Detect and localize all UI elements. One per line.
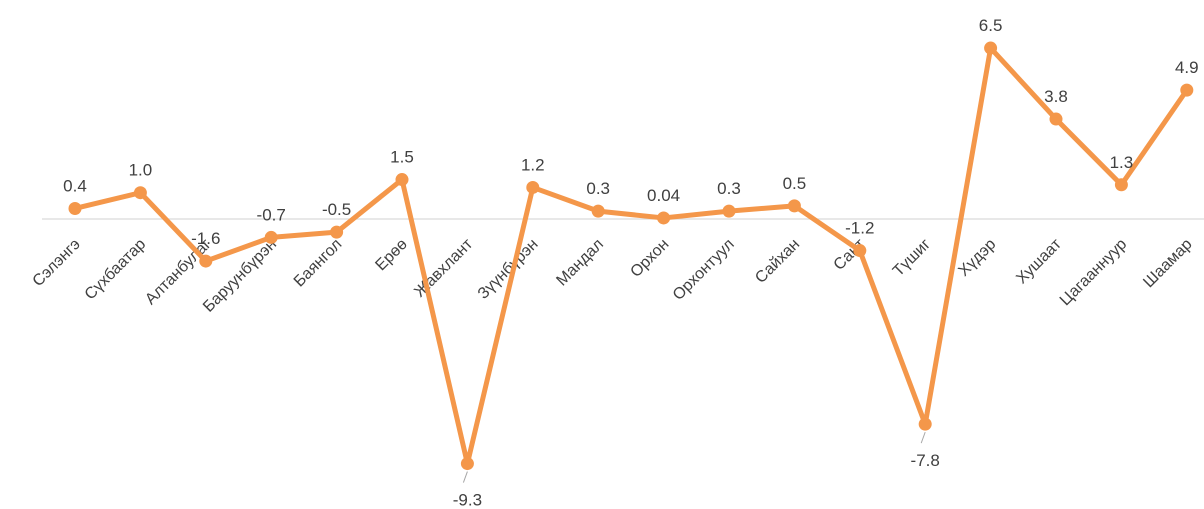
data-markers bbox=[68, 41, 1194, 471]
x-tick-label: Ерөө bbox=[372, 236, 411, 275]
data-label: 3.8 bbox=[1044, 87, 1068, 106]
data-label: -0.7 bbox=[257, 205, 286, 224]
x-tick-label: Сайхан bbox=[752, 236, 803, 287]
data-point bbox=[460, 457, 474, 471]
data-label: -1.6 bbox=[191, 229, 220, 248]
data-point bbox=[787, 199, 801, 213]
data-label: 6.5 bbox=[979, 16, 1003, 35]
x-tick-label: Сүхбаатар bbox=[82, 236, 150, 304]
x-tick-label: Шаамар bbox=[1140, 236, 1195, 291]
x-tick-label: Түшиг bbox=[890, 236, 934, 280]
data-point bbox=[984, 41, 998, 55]
data-label: 1.2 bbox=[521, 155, 545, 174]
data-point bbox=[918, 417, 932, 431]
data-label: -9.3 bbox=[453, 491, 482, 509]
data-point bbox=[330, 225, 344, 239]
x-tick-label: Орхонтуул bbox=[670, 236, 738, 304]
x-tick-label: Мандал bbox=[553, 236, 607, 290]
series-line bbox=[72, 45, 1190, 467]
x-tick-label: Сэлэнгэ bbox=[30, 236, 84, 290]
data-label: -0.5 bbox=[322, 200, 351, 219]
data-label: 1.0 bbox=[129, 161, 153, 180]
data-point bbox=[591, 204, 605, 218]
data-point bbox=[853, 244, 867, 258]
x-tick-label: Хүдэр bbox=[955, 236, 999, 280]
data-label: 0.3 bbox=[717, 179, 741, 198]
data-label: 4.9 bbox=[1175, 58, 1199, 77]
data-point bbox=[657, 211, 671, 225]
x-tick-label: Цагааннуур bbox=[1057, 236, 1130, 309]
data-labels: 0.4 1.0 -1.6 -0.7 -0.5 1.5 -9.3 1.2 0.3 0.04 0.3 0.… bbox=[63, 16, 1198, 509]
data-label: 1.5 bbox=[390, 148, 414, 167]
data-point bbox=[133, 186, 147, 200]
data-point bbox=[526, 180, 540, 194]
data-label: 0.3 bbox=[586, 179, 610, 198]
data-point bbox=[68, 201, 82, 215]
data-label-leader bbox=[920, 431, 926, 444]
data-point bbox=[1049, 112, 1063, 126]
data-label: -7.8 bbox=[911, 451, 940, 470]
data-point bbox=[264, 230, 278, 244]
data-label: 0.5 bbox=[783, 174, 807, 193]
x-tick-label: Баянгол bbox=[291, 236, 346, 291]
data-point bbox=[395, 173, 409, 187]
x-tick-label: Хушаат bbox=[1013, 235, 1065, 287]
data-label: -1.2 bbox=[845, 219, 874, 238]
data-point bbox=[1180, 83, 1194, 97]
data-label: 0.04 bbox=[647, 186, 680, 205]
data-point bbox=[1114, 178, 1128, 192]
x-tick-label: Орхон bbox=[627, 236, 672, 281]
data-label: 0.4 bbox=[63, 176, 87, 195]
data-label: 1.3 bbox=[1110, 153, 1134, 172]
data-point bbox=[199, 254, 213, 268]
data-label-leader bbox=[462, 471, 468, 483]
data-point bbox=[722, 204, 736, 218]
